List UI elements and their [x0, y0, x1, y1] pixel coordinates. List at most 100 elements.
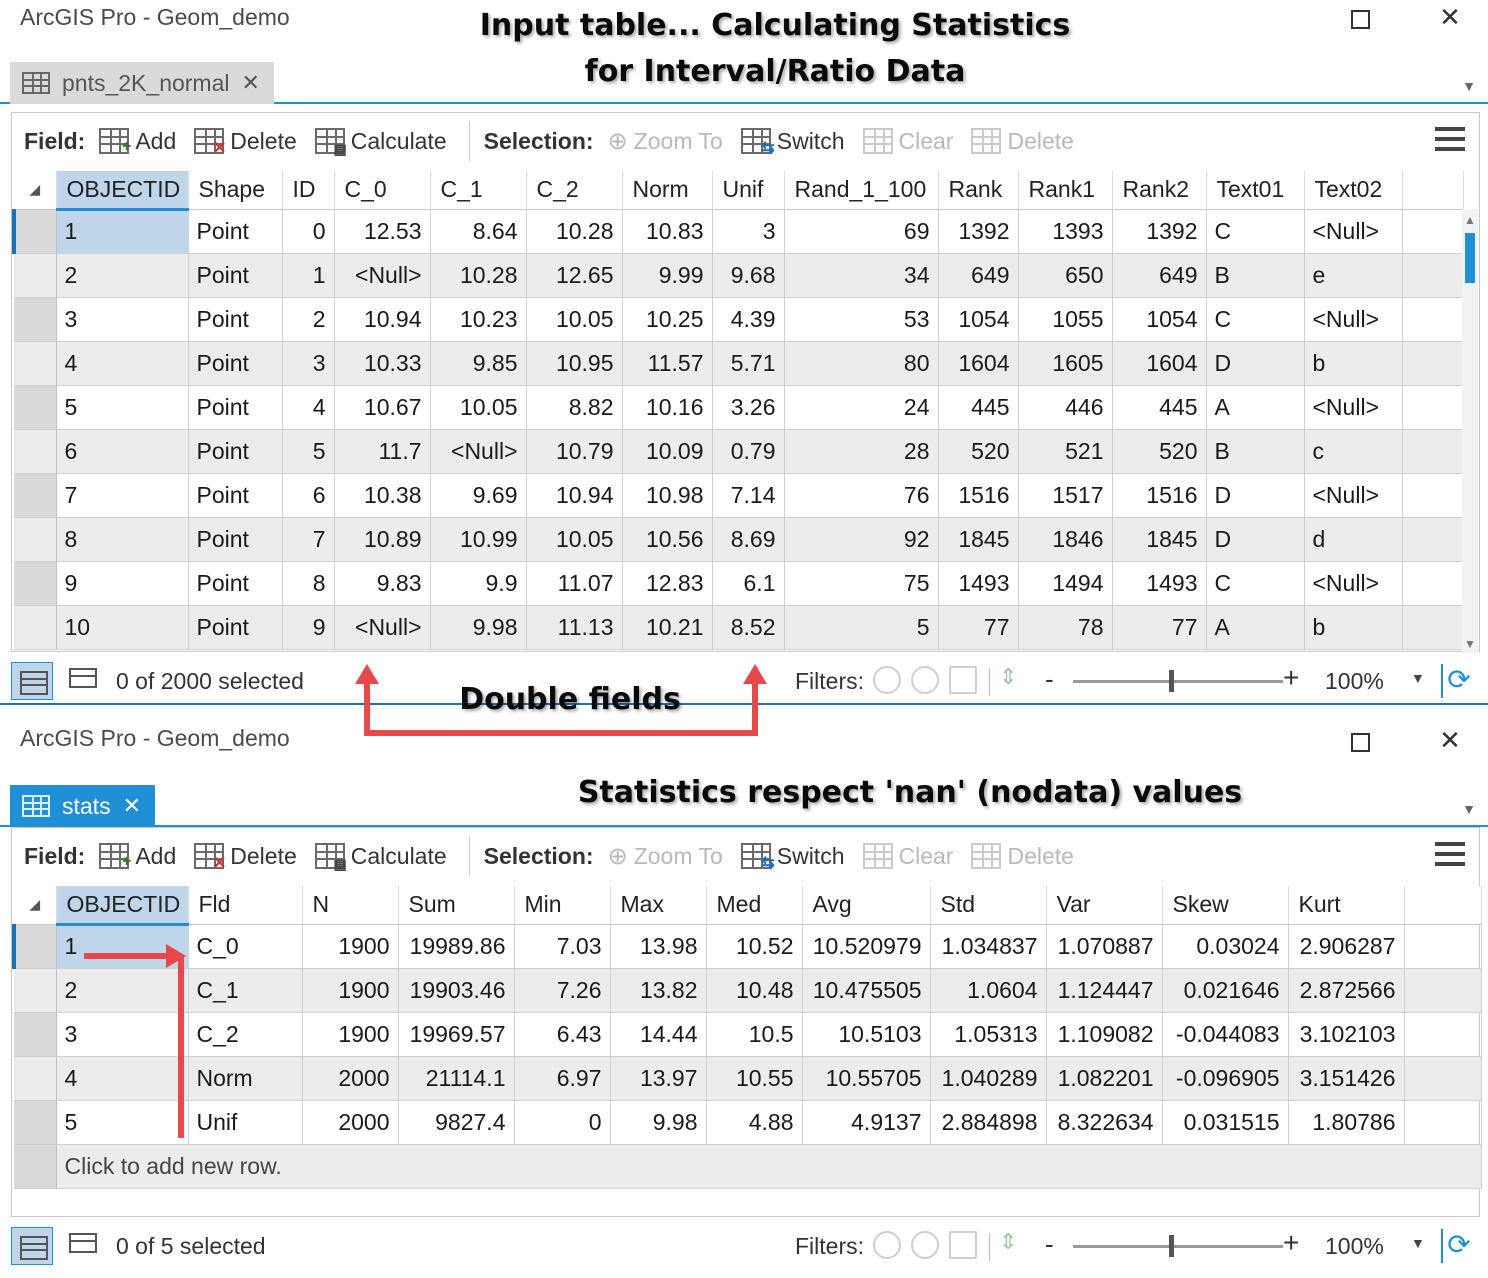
table-cell[interactable]: 7 [282, 517, 335, 562]
table-cell[interactable]: 520 [938, 429, 1019, 474]
table-cell[interactable]: 10.05 [430, 385, 527, 430]
table-cell[interactable]: 11.13 [526, 605, 623, 650]
table-cell[interactable]: 0.03024 [1162, 924, 1289, 969]
table-cell[interactable]: 21114.1 [398, 1056, 515, 1101]
table-cell[interactable]: 10.56 [622, 517, 713, 562]
delete-selection-button[interactable]: Delete [971, 128, 1074, 155]
definition-filter-icon[interactable] [949, 1231, 977, 1259]
refresh-icon[interactable]: ⟳ [1441, 1229, 1475, 1263]
table-cell[interactable]: 1054 [1112, 297, 1207, 342]
all-records-view-icon[interactable] [11, 1227, 53, 1265]
range-filter-icon[interactable]: ⇕ [999, 1229, 1018, 1254]
table-row[interactable]: 8 Point 7 10.89 10.99 10.05 10.56 8.69 92 1845 184… [14, 517, 1464, 562]
table-cell[interactable]: 10.89 [334, 517, 431, 562]
zoom-dropdown-icon[interactable]: ▼ [1411, 1235, 1425, 1251]
zoom-to-button[interactable]: ⊕ Zoom To [607, 127, 723, 155]
table-cell[interactable]: C_0 [188, 924, 303, 969]
table-cell[interactable]: Unif [188, 1100, 303, 1145]
table-cell[interactable]: 19969.57 [398, 1012, 515, 1057]
zoom-slider-thumb[interactable] [1169, 670, 1174, 692]
table-cell[interactable]: 5 [56, 385, 189, 430]
table-cell[interactable]: 1845 [938, 517, 1019, 562]
column-header[interactable]: Med [706, 886, 803, 925]
table-cell[interactable]: D [1206, 517, 1305, 562]
table-cell[interactable]: 520 [1112, 429, 1207, 474]
options-menu-icon[interactable] [1435, 127, 1465, 151]
table-row[interactable]: 6 Point 5 11.7 <Null> 10.79 10.09 0.79 28 520 521 5… [14, 429, 1464, 474]
table-cell[interactable]: 1605 [1018, 341, 1113, 386]
column-header[interactable]: Var [1046, 886, 1163, 925]
row-selector[interactable] [14, 253, 57, 298]
table-cell[interactable]: 9.98 [610, 1100, 707, 1145]
table-cell[interactable]: 0 [282, 209, 335, 254]
table-cell[interactable]: c [1304, 429, 1403, 474]
tab-list-dropdown-icon[interactable]: ▼ [1462, 78, 1476, 94]
table-cell[interactable]: 6.97 [514, 1056, 611, 1101]
table-cell[interactable]: 9.83 [334, 561, 431, 606]
table-cell[interactable]: <Null> [334, 253, 431, 298]
table-cell[interactable]: 10.55 [706, 1056, 803, 1101]
table-cell[interactable]: 9 [56, 561, 189, 606]
table-cell[interactable]: 1055 [1018, 297, 1113, 342]
table-cell[interactable]: 2 [56, 968, 189, 1013]
row-selector[interactable] [14, 473, 57, 518]
table-cell[interactable]: 3 [56, 1012, 189, 1057]
table-cell[interactable]: 1604 [1112, 341, 1207, 386]
table-cell[interactable]: <Null> [430, 429, 527, 474]
table-cell[interactable]: B [1206, 253, 1305, 298]
close-window-button[interactable]: ✕ [1439, 725, 1461, 755]
column-header[interactable]: Std [930, 886, 1047, 925]
tab-pnts-2k-normal[interactable]: pnts_2K_normal ✕ [10, 62, 274, 104]
table-cell[interactable]: 7.26 [514, 968, 611, 1013]
table-cell[interactable]: 10.05 [526, 297, 623, 342]
table-cell[interactable]: 4 [56, 341, 189, 386]
table-cell[interactable]: 10.52 [706, 924, 803, 969]
table-cell[interactable]: 9.69 [430, 473, 527, 518]
row-selector[interactable] [14, 297, 57, 342]
table-cell[interactable]: 8 [56, 517, 189, 562]
table-cell[interactable]: <Null> [1304, 385, 1403, 430]
table-cell[interactable]: 650 [1018, 253, 1113, 298]
table-cell[interactable]: <Null> [1304, 473, 1403, 518]
table-cell[interactable]: 76 [784, 473, 939, 518]
table-row[interactable]: 10 Point 9 <Null> 9.98 11.13 10.21 8.52 5 77 78 77 A… [14, 605, 1464, 650]
table-cell[interactable]: C [1206, 297, 1305, 342]
options-menu-icon[interactable] [1435, 842, 1465, 866]
table-cell[interactable]: 649 [938, 253, 1019, 298]
table-cell[interactable]: 1.109082 [1046, 1012, 1163, 1057]
table-cell[interactable]: 446 [1018, 385, 1113, 430]
zoom-dropdown-icon[interactable]: ▼ [1411, 670, 1425, 686]
table-cell[interactable]: 13.97 [610, 1056, 707, 1101]
table-cell[interactable]: 1493 [938, 561, 1019, 606]
column-header[interactable]: Avg [802, 886, 931, 925]
add-new-row[interactable]: Click to add new row. [14, 1144, 1482, 1189]
table-cell[interactable]: C_2 [188, 1012, 303, 1057]
table-cell[interactable]: Point [188, 385, 283, 430]
table-row[interactable]: 2 Point 1 <Null> 10.28 12.65 9.99 9.68 34 649 650 6… [14, 253, 1464, 298]
table-cell[interactable]: 4.9137 [802, 1100, 931, 1145]
table-cell[interactable]: e [1304, 253, 1403, 298]
table-cell[interactable]: Point [188, 297, 283, 342]
extent-filter-icon[interactable] [873, 1231, 901, 1259]
column-header[interactable]: N [302, 886, 399, 925]
table-cell[interactable]: 3.102103 [1288, 1012, 1405, 1057]
table-cell[interactable]: 10.94 [526, 473, 623, 518]
all-records-view-icon[interactable] [11, 662, 53, 700]
delete-field-button[interactable]: ✕ Delete [194, 843, 297, 872]
column-header[interactable]: C_1 [430, 171, 527, 210]
table-cell[interactable]: 13.98 [610, 924, 707, 969]
selected-records-view-icon[interactable] [69, 1233, 97, 1253]
table-cell[interactable]: 24 [784, 385, 939, 430]
column-header[interactable]: Text01 [1206, 171, 1305, 210]
table-cell[interactable]: Norm [188, 1056, 303, 1101]
table-cell[interactable]: A [1206, 385, 1305, 430]
table-cell[interactable]: 521 [1018, 429, 1113, 474]
table-cell[interactable]: 9.99 [622, 253, 713, 298]
calculate-field-button[interactable]: ▦ Calculate [314, 843, 447, 872]
table-cell[interactable]: 10.520979 [802, 924, 931, 969]
table-cell[interactable]: 8.69 [712, 517, 785, 562]
zoom-level[interactable]: 100% [1325, 668, 1384, 694]
table-cell[interactable]: 9827.4 [398, 1100, 515, 1145]
row-selector[interactable] [14, 561, 57, 606]
table-cell[interactable]: B [1206, 429, 1305, 474]
